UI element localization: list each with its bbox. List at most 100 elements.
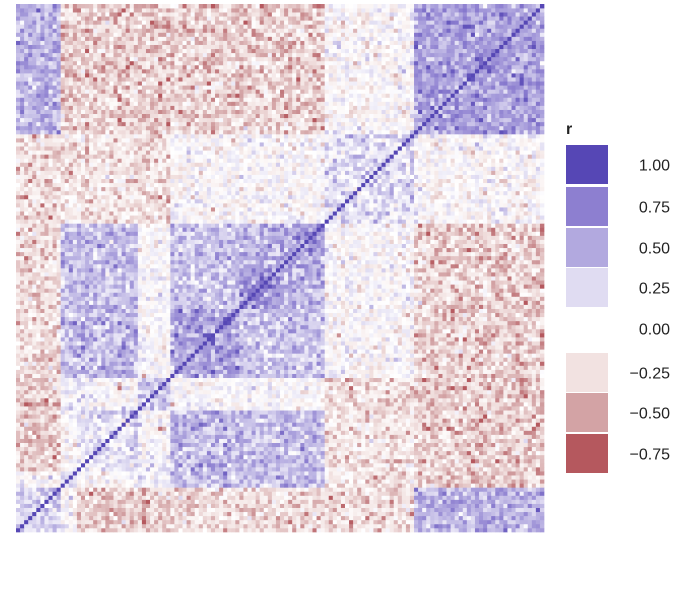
heatmap-cell	[40, 402, 45, 407]
heatmap-cell	[438, 422, 443, 427]
heatmap-cell	[227, 495, 232, 500]
heatmap-cell	[275, 458, 281, 464]
heatmap-cell	[466, 418, 472, 423]
heatmap-cell	[401, 515, 407, 521]
heatmap-cell	[129, 385, 135, 391]
heatmap-cell	[462, 381, 468, 387]
heatmap-cell	[97, 418, 102, 423]
heatmap-cell	[515, 454, 520, 460]
heatmap-cell	[470, 406, 476, 411]
heatmap-cell	[48, 426, 53, 431]
heatmap-cell	[20, 479, 25, 484]
heatmap-cell	[186, 381, 191, 387]
heatmap-cell	[499, 422, 504, 427]
heatmap-cell	[458, 426, 464, 431]
heatmap-cell	[48, 402, 53, 407]
heatmap-cell	[284, 475, 289, 480]
heatmap-cell	[340, 418, 346, 423]
heatmap-cell	[393, 507, 399, 513]
heatmap-cell	[255, 527, 261, 533]
heatmap-cell	[304, 507, 309, 513]
heatmap-cell	[150, 418, 155, 423]
heatmap-cell	[304, 410, 309, 415]
heatmap-cell	[243, 515, 248, 521]
heatmap-cell	[479, 418, 484, 423]
heatmap-cell	[178, 426, 183, 431]
heatmap-cell	[438, 511, 443, 517]
heatmap-cell	[409, 389, 415, 395]
heatmap-cell	[206, 499, 212, 504]
heatmap-cell	[97, 503, 102, 508]
heatmap-cell	[365, 503, 370, 508]
heatmap-cell	[28, 479, 33, 484]
heatmap-cell	[357, 450, 362, 456]
heatmap-cell	[422, 515, 427, 521]
heatmap-cell	[210, 458, 216, 464]
heatmap-cell	[186, 450, 191, 456]
heatmap-cell	[430, 426, 435, 431]
heatmap-cell	[182, 491, 187, 496]
heatmap-cell	[190, 495, 196, 500]
heatmap-cell	[259, 503, 265, 508]
heatmap-cell	[462, 515, 468, 521]
heatmap-cell	[316, 406, 321, 411]
heatmap-cell	[328, 471, 334, 476]
heatmap-cell	[239, 410, 244, 415]
heatmap-cell	[361, 467, 366, 472]
heatmap-diagonal-cell	[141, 402, 147, 407]
heatmap-cell	[178, 495, 183, 500]
heatmap-cell	[426, 450, 431, 456]
heatmap-cell	[515, 410, 520, 415]
heatmap-cell	[64, 393, 70, 399]
heatmap-cell	[405, 393, 411, 399]
heatmap-cell	[133, 418, 139, 423]
heatmap-cell	[198, 418, 204, 423]
heatmap-cell	[523, 495, 529, 500]
heatmap-cell	[369, 519, 374, 525]
heatmap-cell	[85, 426, 90, 431]
heatmap-cell	[60, 438, 66, 443]
heatmap-cell	[158, 410, 163, 415]
heatmap-cell	[491, 527, 496, 533]
heatmap-cell	[137, 495, 143, 500]
heatmap-cell	[511, 499, 516, 504]
heatmap-cell	[121, 519, 127, 525]
heatmap-cell	[397, 377, 403, 383]
heatmap-cell	[369, 515, 374, 521]
heatmap-cell	[462, 410, 468, 415]
heatmap-cell	[40, 483, 45, 488]
heatmap-cell	[438, 402, 443, 407]
heatmap-cell	[438, 458, 443, 464]
heatmap-cell	[430, 393, 435, 399]
heatmap-cell	[145, 446, 151, 452]
heatmap-cell	[137, 462, 143, 468]
heatmap-cell	[162, 467, 167, 472]
heatmap-cell	[527, 381, 533, 387]
heatmap-cell	[474, 430, 480, 435]
heatmap-cell	[479, 515, 484, 521]
heatmap-cell	[76, 442, 82, 448]
heatmap-cell	[80, 406, 86, 411]
heatmap-cell	[170, 475, 175, 480]
heatmap-cell	[450, 381, 455, 387]
heatmap-cell	[491, 507, 496, 513]
heatmap-cell	[511, 479, 516, 484]
heatmap-cell	[210, 389, 216, 395]
heatmap-cell	[312, 422, 317, 427]
heatmap-cell	[255, 491, 261, 496]
heatmap-cell	[442, 527, 447, 533]
heatmap-cell	[52, 446, 57, 452]
heatmap-cell	[332, 397, 338, 403]
heatmap-cell	[296, 438, 301, 443]
heatmap-cell	[223, 430, 228, 435]
heatmap-cell	[454, 527, 460, 533]
heatmap-cell	[243, 458, 248, 464]
heatmap-cell	[259, 511, 265, 517]
heatmap-cell	[125, 467, 131, 472]
heatmap-cell	[158, 426, 163, 431]
heatmap-cell	[434, 454, 439, 460]
heatmap-cell	[40, 442, 45, 448]
heatmap-cell	[174, 426, 179, 431]
heatmap-cell	[210, 442, 216, 448]
heatmap-cell	[251, 381, 256, 387]
